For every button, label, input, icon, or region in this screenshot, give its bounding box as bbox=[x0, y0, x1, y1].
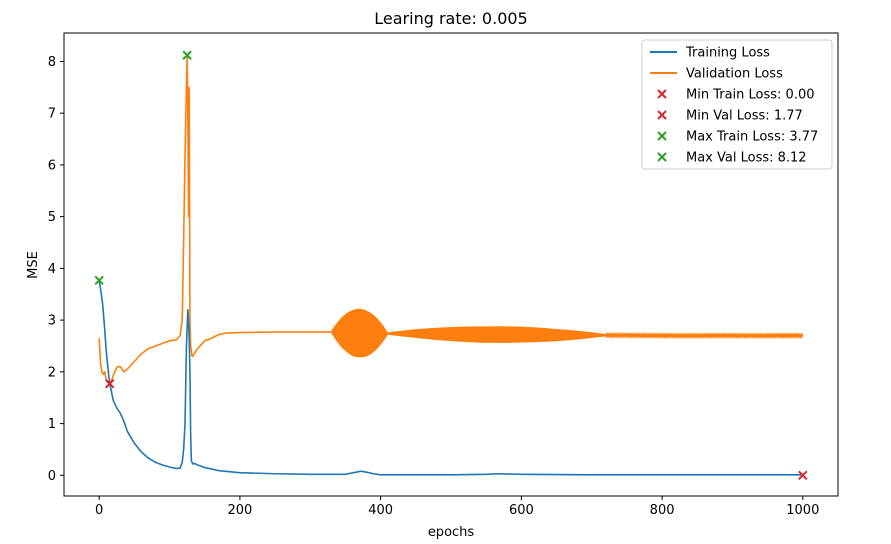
y-tick-label: 6 bbox=[48, 158, 56, 173]
y-axis-label: MSE bbox=[26, 251, 41, 279]
y-tick-label: 2 bbox=[48, 365, 56, 380]
legend-marker-swatch bbox=[657, 131, 667, 141]
series-lines bbox=[98, 54, 803, 476]
y-tick-label: 7 bbox=[48, 107, 56, 122]
y-tick-label: 1 bbox=[48, 417, 56, 432]
x-tick-label: 400 bbox=[368, 503, 393, 518]
legend-marker-swatch bbox=[657, 110, 667, 120]
extreme-marker-2 bbox=[94, 275, 104, 285]
legend-entry-label: Training Loss bbox=[685, 46, 770, 61]
legend-entry-label: Max Train Loss: 3.77 bbox=[686, 130, 818, 145]
x-axis-ticks: 0 200 400 600 800 1000 bbox=[95, 496, 819, 518]
y-tick-label: 3 bbox=[48, 314, 56, 329]
legend-entry-label: Max Val Loss: 8.12 bbox=[686, 151, 807, 166]
training-loss-line bbox=[98, 280, 803, 476]
legend-entry-label: Min Val Loss: 1.77 bbox=[686, 109, 803, 124]
y-tick-label: 5 bbox=[48, 210, 56, 225]
x-tick-label: 600 bbox=[509, 503, 534, 518]
y-tick-label: 8 bbox=[48, 55, 56, 70]
x-tick-label: 800 bbox=[650, 503, 675, 518]
axes-frame bbox=[63, 32, 839, 497]
legend-marker-swatch bbox=[657, 152, 667, 162]
x-tick-label: 0 bbox=[95, 503, 103, 518]
legend-marker-swatch bbox=[657, 89, 667, 99]
y-tick-label: 0 bbox=[48, 469, 56, 484]
extreme-marker-0 bbox=[798, 470, 808, 481]
y-tick-label: 4 bbox=[48, 262, 56, 277]
extreme-markers bbox=[94, 50, 808, 481]
legend-entry-label: Validation Loss bbox=[686, 67, 783, 82]
x-tick-label: 1000 bbox=[786, 503, 819, 518]
validation-loss-line bbox=[98, 54, 803, 385]
extreme-marker-3 bbox=[182, 50, 192, 60]
legend-box bbox=[641, 39, 833, 170]
extreme-marker-1 bbox=[105, 379, 115, 389]
legend-entry-label: Min Train Loss: 0.00 bbox=[686, 88, 815, 103]
legend: Training Loss Validation Loss Min Train Lo… bbox=[641, 39, 833, 170]
x-axis-label: epochs bbox=[428, 525, 475, 540]
y-axis-ticks: 0 1 2 3 4 5 6 7 8 bbox=[48, 55, 64, 484]
chart-title: Learing rate: 0.005 bbox=[374, 9, 527, 28]
x-tick-label: 200 bbox=[227, 503, 252, 518]
